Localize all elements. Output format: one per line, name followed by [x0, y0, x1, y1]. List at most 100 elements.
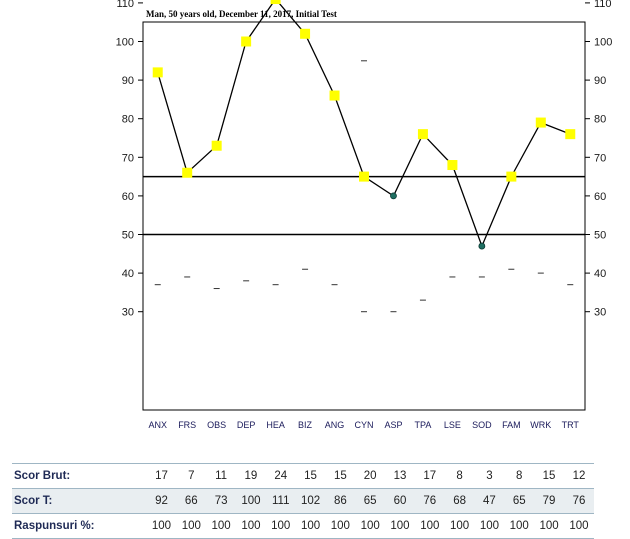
table-cell: 100 [330, 520, 350, 532]
data-point-circle [390, 192, 397, 200]
y-axis-right: 30405060708090100110120 [585, 0, 612, 319]
data-point-square [241, 36, 252, 47]
data-point-square [329, 90, 340, 101]
table-cell: 68 [444, 488, 475, 514]
table-cell: 60 [385, 488, 415, 514]
y-tick-label-right: 70 [594, 152, 606, 164]
category-label: HEA [266, 420, 285, 430]
data-points [152, 0, 576, 250]
table-cell: 8 [456, 470, 463, 482]
data-point-square [447, 160, 458, 171]
category-label: FRS [178, 420, 196, 430]
data-point-square [359, 171, 369, 182]
table-cell: 3 [486, 470, 493, 482]
table-cell: 100 [569, 520, 589, 532]
table-cell: 76 [414, 488, 445, 514]
table-cell: 100 [236, 488, 266, 514]
category-label: ANG [325, 420, 345, 430]
category-label: CYN [354, 420, 373, 430]
table-cell: 76 [563, 488, 594, 514]
table-cell: 24 [274, 470, 288, 482]
table-cell: 79 [534, 488, 564, 514]
table-row: Scor Brut: 17 7 11 19 24 15 15 20 13 17 8 3 8 15 12 [12, 463, 594, 489]
y-tick-label-left: 70 [122, 152, 134, 164]
reference-lines [143, 175, 585, 236]
table-cell: 15 [304, 470, 317, 482]
plot-area [142, 21, 586, 411]
table-cell: 100 [300, 520, 321, 532]
category-label: BIZ [298, 420, 313, 430]
table-cell: 92 [146, 488, 177, 514]
table-cell: 20 [363, 470, 377, 482]
table-cell: 100 [450, 520, 470, 532]
table-cell: 15 [333, 470, 347, 482]
table-cell: 100 [539, 520, 559, 532]
category-label: TPA [415, 420, 432, 430]
data-point-square [152, 67, 163, 78]
table-cell: 73 [206, 488, 237, 514]
y-tick-label-left: 40 [122, 268, 134, 280]
y-tick-label-right: 60 [594, 191, 606, 203]
data-point-square [565, 129, 576, 140]
table-cell: 12 [572, 470, 586, 482]
y-axis-left: 30405060708090100110120 [116, 0, 143, 319]
y-tick-label-left: 30 [122, 307, 134, 319]
y-tick-label-right: 110 [594, 0, 612, 10]
y-tick-label-right: 80 [594, 114, 606, 126]
x-axis-labels: ANX FRS OBS DEP HEA BIZ ANG CYN ASP TPA LSE SOD FAM W… [148, 420, 579, 430]
y-tick-label-right: 30 [594, 307, 606, 319]
table-cell: 65 [355, 488, 386, 514]
table-row: Raspunsuri %: 100 100 100 100 100 100 100 100 100… [12, 513, 594, 539]
table-cell: 17 [155, 470, 168, 482]
data-point-square [182, 167, 193, 178]
chart-title: Man, 50 years old, December 11, 2017, In… [146, 9, 337, 19]
y-tick-label-left: 90 [122, 75, 134, 87]
y-tick-label-right: 100 [594, 37, 612, 49]
y-tick-label-right: 50 [594, 230, 606, 242]
table-cell: 13 [393, 470, 407, 482]
table-cell: 111 [265, 488, 296, 514]
category-label: TRT [562, 420, 580, 430]
category-label: ANX [148, 420, 167, 430]
table-cell: 100 [151, 520, 172, 532]
data-point-square [300, 28, 311, 39]
table-cell: 7 [188, 470, 195, 482]
category-label: LSE [444, 420, 461, 430]
data-point-square [417, 129, 428, 140]
row-label: Raspunsuri %: [14, 520, 95, 532]
table-cell: 102 [295, 488, 326, 514]
table-cell: 86 [325, 488, 356, 514]
table-cell: 100 [420, 520, 440, 532]
y-tick-label-left: 60 [122, 191, 134, 203]
table-cell: 47 [474, 488, 505, 514]
category-label: WRK [530, 420, 551, 430]
row-label: Scor T: [12, 488, 147, 514]
data-point-square [506, 171, 517, 182]
table-cell: 100 [271, 520, 291, 532]
y-tick-label-left: 80 [122, 114, 134, 126]
table-cell: 66 [176, 488, 207, 514]
data-point-square [211, 140, 222, 151]
category-label: SOD [472, 420, 492, 430]
table-cell: 100 [360, 520, 380, 532]
score-table: Scor Brut: 17 7 11 19 24 15 15 20 13 17 8 3 8 15 12 Scor… [12, 463, 594, 539]
table-cell: 65 [504, 488, 535, 514]
y-tick-label-right: 90 [594, 75, 606, 87]
table-cell: 100 [509, 520, 529, 532]
table-cell: 100 [390, 520, 410, 532]
data-point-circle [478, 242, 486, 250]
table-cell: 100 [241, 520, 261, 532]
y-tick-label-right: 40 [594, 268, 606, 280]
table-cell: 15 [542, 470, 556, 482]
category-label: FAM [502, 420, 521, 430]
category-label: ASP [384, 420, 402, 430]
category-label: DEP [237, 420, 256, 430]
y-tick-label-left: 50 [122, 230, 134, 242]
y-tick-label-left: 110 [116, 0, 134, 10]
row-label: Scor Brut: [14, 470, 71, 482]
y-tick-label-left: 100 [116, 37, 134, 49]
series-line [157, 0, 571, 248]
table-cell: 17 [423, 470, 437, 482]
table-cell: 11 [215, 470, 228, 482]
chart: Man, 50 years old, December 11, 2017, In… [116, 0, 612, 430]
